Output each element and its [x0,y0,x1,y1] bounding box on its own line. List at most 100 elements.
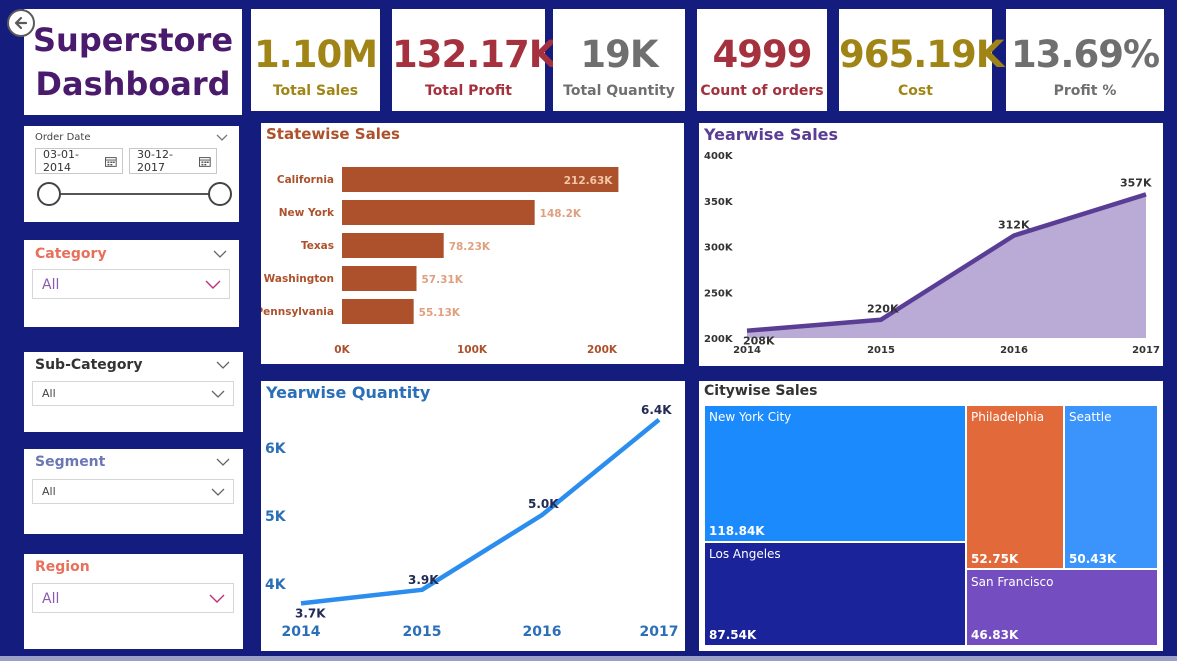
area-fill [747,194,1146,338]
category-dropdown[interactable]: All [32,269,230,299]
kpi-count-of-orders: 4999 Count of orders [697,9,827,111]
bar-category-label: New York [279,207,335,219]
back-button[interactable] [7,9,35,37]
treemap-tile-philadelphia[interactable]: Philadelphia 52.75K [966,405,1064,569]
chevron-down-icon[interactable] [213,250,227,259]
chevron-down-icon [205,280,221,289]
yearwise-sales-chart: Yearwise Sales 200K 250K 300K 350K 400K 208K 2… [699,123,1163,366]
treemap-tile-new-york-city[interactable]: New York City 118.84K [704,405,966,542]
start-date-value: 03-01-2014 [43,148,79,174]
citywise-sales-chart: Citywise Sales New York City 118.84K Los… [699,381,1163,651]
kpi-total-quantity: 19K Total Quantity [553,9,685,111]
chart-title: Yearwise Sales [704,125,839,144]
yearwise-quantity-chart: Yearwise Quantity 4K 5K 6K 3.7K 3.9K 5.0K 6.4K… [261,381,685,651]
x-tick-label: 100K [457,344,488,356]
bar-data-label: 55.13K [419,307,461,319]
chevron-down-icon [211,390,225,398]
kpi-label: Total Profit [425,83,512,99]
date-range-end-handle[interactable] [208,182,232,206]
chevron-down-icon[interactable] [216,458,230,467]
treemap-tile-label: New York City [709,410,792,424]
data-label: 3.9K [408,573,439,587]
subcategory-dropdown[interactable]: All [32,381,234,406]
x-tick-label: 200K [587,344,618,356]
treemap-tile-value: 46.83K [971,628,1019,642]
data-label: 3.7K [295,606,326,620]
chart-title: Citywise Sales [704,383,818,399]
region-slicer-title: Region [35,559,90,575]
kpi-total-profit: 132.17K Total Profit [392,9,557,111]
series-line [300,418,661,606]
date-range-start-handle[interactable] [37,182,61,206]
region-dropdown[interactable]: All [32,583,234,613]
x-tick-label: 2017 [1132,345,1160,356]
y-tick-label: 350K [704,197,734,208]
kpi-value: 1.10M [253,33,378,76]
bar-data-label: 148.2K [540,208,582,220]
chevron-down-icon [209,594,225,603]
bar [342,167,619,192]
treemap-tile-seattle[interactable]: Seattle 50.43K [1064,405,1158,569]
treemap-tile-value: 50.43K [1069,552,1117,566]
chevron-down-icon[interactable] [216,361,230,370]
category-dropdown-value: All [42,277,60,293]
dashboard-title: Superstore Dashboard [33,18,233,106]
bar [342,200,535,225]
date-range-track [49,193,221,195]
statewise-sales-chart: Statewise Sales California 212.63K New Yor… [261,123,684,364]
page-bottom-bar [0,656,1177,661]
kpi-label: Total Sales [272,83,359,99]
subcategory-dropdown-value: All [42,387,56,400]
x-tick-label: 2014 [282,624,321,640]
bar-category-label: Washington [264,273,334,285]
treemap-tile-value: 52.75K [971,552,1019,566]
bar-category-label: Texas [301,240,334,252]
treemap-tile-san-francisco[interactable]: San Francisco 46.83K [966,569,1158,646]
calendar-icon[interactable] [105,156,117,167]
kpi-value: 965.19K [839,33,1004,76]
kpi-profit-percent: 13.69% Profit % [1006,9,1164,111]
kpi-label: Cost [898,83,933,99]
x-tick-label: 2016 [1000,345,1028,356]
treemap-tile-label: Los Angeles [709,547,781,561]
data-label: 312K [998,219,1030,232]
kpi-value: 132.17K [392,33,557,76]
calendar-icon[interactable] [199,156,211,167]
start-date-input[interactable]: 03-01-2014 [35,148,123,174]
treemap-tile-value: 87.54K [709,628,757,642]
yearwise-quantity-line-plot: 4K 5K 6K 3.7K 3.9K 5.0K 6.4K 2014 2015 2016 2017 [265,403,679,640]
end-date-input[interactable]: 30-12-2017 [129,148,217,174]
kpi-value: 4999 [712,33,813,76]
treemap-tile-value: 118.84K [709,524,765,538]
y-tick-label: 250K [704,288,734,299]
x-tick-label: 2015 [403,624,442,640]
segment-slicer-title: Segment [35,454,106,470]
category-slicer: Category All [24,240,239,327]
title-line-1: Superstore [32,21,234,59]
kpi-cost: 965.19K Cost [839,9,1004,111]
chevron-down-icon [211,488,225,496]
bar-category-label: California [277,174,334,186]
bar-data-label: 78.23K [449,241,491,253]
subcategory-slicer: Sub-Category All [24,352,243,432]
bar-data-label: 57.31K [422,274,464,286]
order-date-slicer: Order Date 03-01-2014 30-12-2017 [24,126,239,222]
x-tick-label: 2017 [640,624,679,640]
treemap-tile-label: Philadelphia [971,410,1045,424]
title-line-2: Dashboard [35,65,231,103]
treemap-tile-los-angeles[interactable]: Los Angeles 87.54K [704,542,966,646]
y-tick-label: 300K [704,243,734,254]
yearwise-sales-area-plot: 200K 250K 300K 350K 400K 208K 220K 312K 357K 2014… [704,151,1160,356]
category-slicer-title: Category [35,246,107,262]
data-label: 220K [867,303,899,316]
series-line [746,192,1147,333]
x-tick-label: 2014 [733,345,761,356]
x-tick-label: 2015 [867,345,895,356]
bar-category-label: Pennsylvania [261,306,334,318]
segment-dropdown[interactable]: All [32,479,234,504]
treemap-tile-label: Seattle [1069,410,1112,424]
bar [342,266,417,291]
data-label: 357K [1120,176,1152,189]
chevron-down-icon[interactable] [216,134,228,142]
subcategory-slicer-title: Sub-Category [35,357,143,373]
